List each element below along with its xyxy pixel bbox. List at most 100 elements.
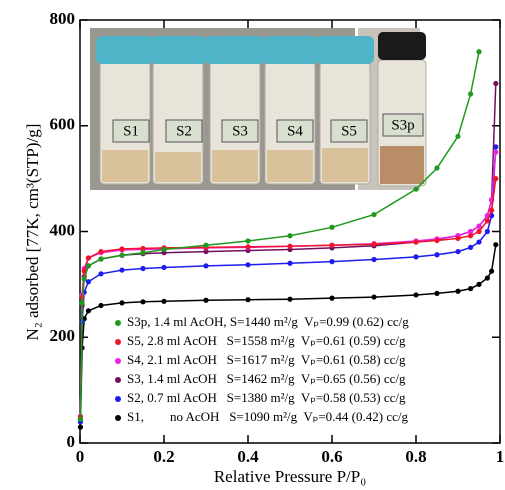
photo-label: S3p [391,117,414,133]
data-point [413,239,419,245]
data-point [434,290,440,296]
data-point [329,224,335,230]
data-point [287,243,293,249]
data-point [455,235,461,241]
legend-label: S3, 1.4 ml AcOH S=1462 m²/g Vₚ=0.65 (0.5… [127,371,406,386]
data-point [287,296,293,302]
data-point [329,242,335,248]
powder [380,146,424,184]
legend-marker [115,415,121,421]
data-point [161,246,167,253]
data-point [203,248,209,255]
data-point [468,244,474,250]
data-point [85,255,91,261]
vial-cap [96,36,154,64]
x-tick-label: 0.2 [153,447,174,466]
data-point [434,237,440,244]
x-axis-label: Relative Pressure P/P₀ [214,467,366,486]
data-point [140,299,146,305]
data-point [489,207,495,213]
data-point [329,295,335,301]
legend-marker [115,358,121,364]
photo-label: S2 [176,123,192,139]
data-point [484,228,490,235]
data-point [245,262,251,268]
vial-cap [206,36,264,64]
data-point [455,288,461,294]
data-point [77,416,84,422]
data-point [203,242,209,248]
data-point [468,286,474,292]
vial-cap [261,36,319,64]
data-point [77,424,84,430]
data-point [371,211,377,218]
legend-label: S2, 0.7 ml AcOH S=1380 m²/g Vₚ=0.58 (0.5… [127,390,406,405]
vial-cap [316,36,374,64]
x-tick-label: 0.8 [405,447,426,466]
legend-label: S1, no AcOH S=1090 m²/g Vₚ=0.44 (0.42) c… [127,409,408,424]
data-point [98,302,104,309]
data-point [434,252,440,258]
data-point [476,239,482,245]
photo-inset: S1 S2 S3 S4 S5 S3p [90,28,427,190]
legend-label: S5, 2.8 ml AcOH S=1558 m²/g Vₚ=0.61 (0.5… [127,333,406,348]
data-point [371,241,377,247]
legend-label: S4, 2.1 ml AcOH S=1617 m²/g Vₚ=0.61 (0.5… [127,352,406,367]
data-point [468,228,474,235]
data-point [489,268,495,274]
powder [212,150,258,182]
data-point [119,267,125,273]
data-point [140,265,146,272]
data-point [119,252,125,258]
x-tick-label: 0.4 [237,447,259,466]
y-tick-label: 200 [50,326,76,345]
data-point [85,279,91,285]
data-point [493,149,499,155]
data-point [203,263,209,269]
vial-cap [378,32,426,60]
legend-marker [115,320,121,326]
data-point [81,268,87,274]
photo-label: S1 [123,123,139,139]
data-point [245,297,251,303]
data-point [81,276,87,282]
data-point [98,256,104,262]
data-point [413,254,419,260]
x-tick-label: 0 [76,447,85,466]
data-point [98,248,104,255]
data-point [98,271,104,277]
legend-marker [115,377,121,383]
data-point [468,91,474,97]
data-point [329,259,335,265]
powder [102,150,148,182]
data-point [413,186,419,192]
data-point [371,256,377,263]
photo-label: S4 [287,123,303,139]
data-point [161,264,167,271]
legend-label: S3p, 1.4 ml AcOH, S=1440 m²/g Vₚ=0.99 (0… [127,314,409,329]
data-point [85,308,91,314]
data-point [493,176,499,182]
y-tick-label: 0 [67,432,76,451]
data-point [413,292,419,298]
data-point [161,298,167,304]
data-point [484,218,490,224]
data-point [245,238,251,244]
data-point [455,248,461,255]
data-point [371,294,377,300]
data-point [287,233,293,239]
data-point [245,244,251,250]
data-point [476,228,482,235]
data-point [119,300,125,306]
legend-marker [115,396,121,402]
powder [267,150,313,182]
powder [155,152,201,182]
data-point [140,245,146,252]
legend-marker [115,339,121,345]
x-tick-label: 1 [496,447,505,466]
x-tick-label: 0.6 [321,447,342,466]
data-point [287,260,293,266]
data-point [119,246,125,252]
data-point [434,165,440,171]
